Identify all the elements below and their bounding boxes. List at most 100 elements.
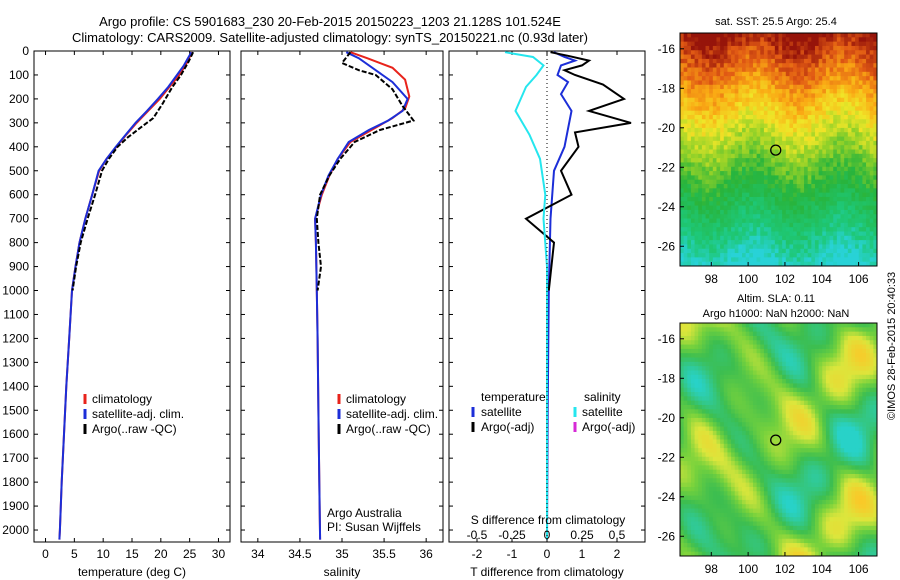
- map-cell: [796, 33, 801, 38]
- map-cell: [687, 140, 692, 146]
- map-cell: [822, 366, 827, 371]
- map-cell: [796, 240, 801, 245]
- map-cell: [814, 392, 820, 397]
- map-cell: [836, 93, 841, 99]
- map-cell: [738, 383, 743, 389]
- map-cell: [873, 456, 878, 462]
- map-cell: [851, 392, 856, 397]
- map-cell: [789, 80, 794, 86]
- map-cell: [720, 50, 725, 55]
- map-cell: [785, 84, 790, 90]
- map-cell: [796, 149, 801, 155]
- map-cell: [774, 132, 779, 137]
- map-cell: [767, 452, 772, 458]
- map-cell: [782, 196, 787, 202]
- map-cell: [680, 417, 685, 423]
- map-cell: [840, 71, 845, 77]
- map-cell: [796, 89, 801, 94]
- map-cell: [774, 348, 779, 354]
- map-cell: [683, 227, 688, 232]
- map-cell: [869, 89, 874, 94]
- map-cell: [793, 158, 798, 163]
- map-cell: [756, 400, 761, 406]
- map-cell: [818, 374, 823, 380]
- map-cell: [855, 63, 860, 68]
- map-cell: [804, 140, 809, 146]
- map-cell: [683, 188, 688, 194]
- map-y-tick-label: -20: [658, 121, 676, 135]
- map-cell: [822, 235, 827, 241]
- map-cell: [712, 196, 717, 202]
- map-cell: [683, 114, 688, 120]
- map-cell: [756, 114, 761, 120]
- map-cell: [869, 248, 874, 254]
- map-cell: [785, 205, 790, 211]
- map-cell: [749, 136, 754, 142]
- map-cell: [804, 430, 809, 436]
- map-cell: [873, 41, 878, 47]
- map-cell: [822, 227, 827, 232]
- map-cell: [796, 357, 801, 363]
- map-cell: [822, 145, 827, 150]
- map-cell: [716, 222, 721, 228]
- map-cell: [701, 171, 706, 176]
- map-cell: [680, 158, 685, 163]
- map-cell: [716, 45, 721, 51]
- map-cell: [858, 110, 863, 116]
- map-cell: [844, 244, 849, 250]
- map-cell: [873, 244, 878, 250]
- map-cell: [793, 417, 798, 423]
- map-cell: [829, 192, 834, 198]
- map-cell: [862, 132, 867, 137]
- map-cell: [789, 50, 794, 55]
- map-cell: [749, 456, 754, 462]
- map-cell: [822, 50, 827, 55]
- legend-label: Argo(..raw -QC): [92, 422, 177, 436]
- map-cell: [752, 196, 758, 202]
- map-cell: [811, 114, 816, 120]
- map-cell: [756, 102, 761, 107]
- map-cell: [712, 461, 717, 466]
- map-cell: [789, 188, 794, 194]
- map-cell: [716, 110, 721, 116]
- map-cell: [873, 413, 878, 419]
- map-cell: [866, 261, 871, 267]
- map-cell: [683, 89, 688, 94]
- map-cell: [778, 41, 783, 47]
- map-cell: [749, 201, 754, 206]
- x-tick-label-temperature: 0: [42, 547, 49, 561]
- map-cell: [822, 175, 827, 181]
- map-cell: [698, 58, 703, 64]
- map-cell: [818, 97, 823, 103]
- map-cell: [836, 50, 841, 55]
- map-cell: [716, 331, 721, 337]
- map-cell: [807, 50, 812, 55]
- map-cell: [680, 244, 685, 250]
- map-cell: [683, 357, 688, 363]
- map-cell: [829, 76, 834, 81]
- map-cell: [734, 222, 739, 228]
- map-cell: [807, 218, 812, 224]
- map-cell: [840, 110, 845, 116]
- map-cell: [851, 417, 856, 423]
- map-cell: [847, 63, 852, 68]
- map-cell: [694, 50, 699, 55]
- map-cell: [694, 209, 699, 215]
- map-cell: [698, 179, 703, 185]
- map-cell: [705, 448, 710, 453]
- map-cell: [833, 166, 838, 172]
- map-cell: [862, 253, 867, 258]
- map-cell: [829, 353, 834, 358]
- map-cell: [847, 84, 852, 90]
- map-cell: [796, 93, 801, 99]
- map-cell: [804, 261, 809, 267]
- map-cell: [822, 132, 827, 137]
- map-cell: [767, 127, 772, 133]
- map-cell: [789, 443, 794, 449]
- map-cell: [745, 123, 750, 129]
- map-cell: [712, 80, 717, 86]
- map-cell: [771, 196, 776, 202]
- map-cell: [778, 448, 783, 453]
- map-cell: [742, 227, 747, 232]
- map-cell: [793, 430, 798, 436]
